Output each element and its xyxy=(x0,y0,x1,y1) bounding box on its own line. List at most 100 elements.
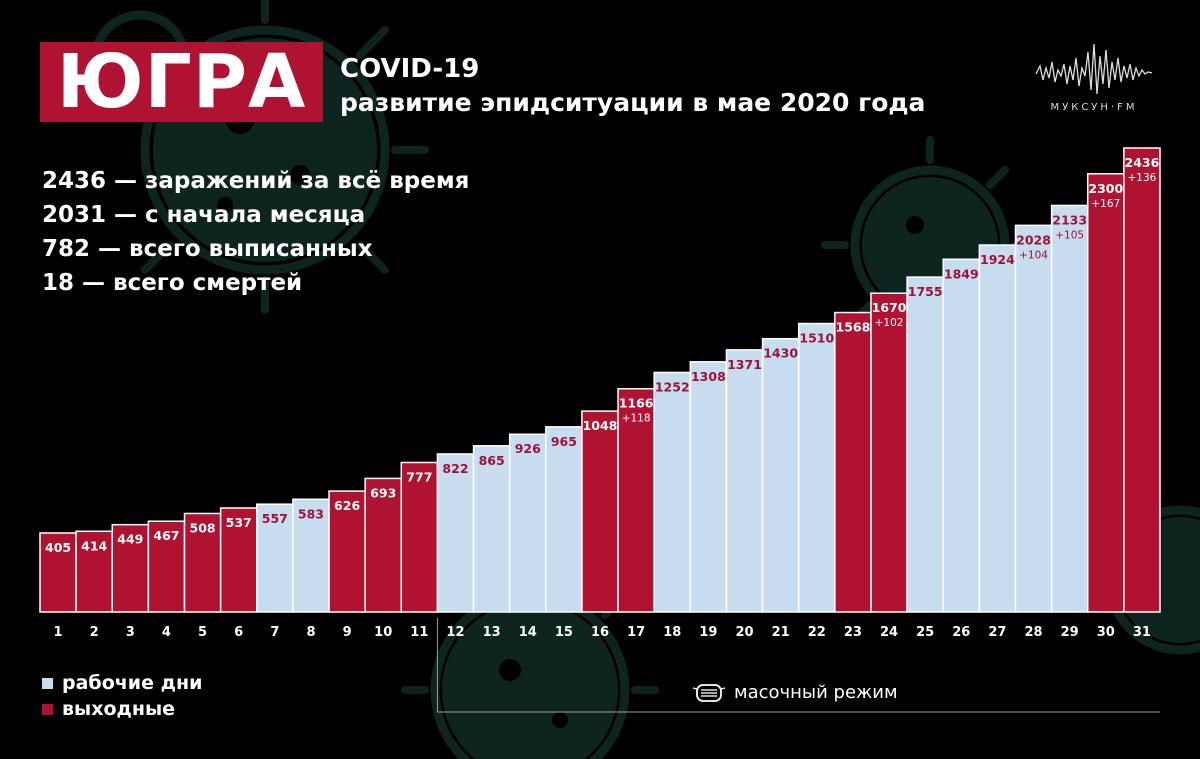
bar-day-15 xyxy=(545,426,583,613)
bar-value-label: 537 xyxy=(226,515,252,530)
x-tick-label: 24 xyxy=(880,625,898,640)
bar-day-31 xyxy=(1123,147,1161,613)
x-tick-label: 25 xyxy=(916,625,934,640)
stat-deaths: 18 — всего смертей xyxy=(42,270,303,296)
x-tick-label: 18 xyxy=(663,625,681,640)
x-tick-label: 13 xyxy=(483,625,501,640)
bar-value-label: 822 xyxy=(442,461,468,476)
x-tick-label: 26 xyxy=(952,625,970,640)
bar-value-label: 449 xyxy=(117,532,143,547)
bar-value-label: 1430 xyxy=(763,346,798,361)
x-tick-label: 17 xyxy=(627,625,645,640)
bar-value-label: 1252 xyxy=(655,379,690,394)
bar-day-22 xyxy=(797,322,836,613)
bar-value-label: 1308 xyxy=(691,369,726,384)
x-tick-label: 2 xyxy=(90,625,99,640)
stat-month: 2031 — с начала месяца xyxy=(42,202,366,228)
bar-day-7 xyxy=(256,503,294,613)
bar-day-21 xyxy=(761,337,800,613)
x-tick-label: 5 xyxy=(198,625,207,640)
x-tick-label: 7 xyxy=(270,625,279,640)
x-tick-label: 21 xyxy=(772,625,790,640)
x-tick-label: 28 xyxy=(1025,625,1043,640)
bar-value-label: 926 xyxy=(515,441,541,456)
bar-increment-label: +102 xyxy=(875,317,904,329)
bar-value-label: 2133 xyxy=(1052,212,1087,227)
x-tick-label: 23 xyxy=(844,625,862,640)
x-tick-label: 15 xyxy=(555,625,573,640)
bar-value-label: 1849 xyxy=(944,266,979,281)
bar-value-label: 777 xyxy=(406,469,432,484)
weekend-swatch xyxy=(42,704,53,715)
bar-day-10 xyxy=(364,477,403,613)
bar-value-label: 583 xyxy=(298,506,324,521)
x-tick-label: 27 xyxy=(988,625,1006,640)
bar-increment-label: +118 xyxy=(622,413,651,425)
bar-day-18 xyxy=(653,371,692,613)
bar-day-8 xyxy=(292,498,330,613)
radio-logo: МУКСУН·FM xyxy=(1034,40,1154,116)
bar-value-label: 2436 xyxy=(1125,155,1160,170)
bar-day-20 xyxy=(725,349,764,613)
bar-value-label: 1048 xyxy=(583,418,618,433)
region-tag: ЮГРА xyxy=(40,42,323,122)
stat-recovered: 782 — всего выписанных xyxy=(42,236,373,262)
bar-value-label: 2028 xyxy=(1016,232,1051,247)
bar-day-11 xyxy=(400,461,439,613)
waveform-icon xyxy=(1035,43,1153,95)
bar-value-label: 626 xyxy=(334,498,360,513)
x-tick-label: 22 xyxy=(808,625,826,640)
bar-value-label: 2300 xyxy=(1088,181,1123,196)
bar-day-28 xyxy=(1014,224,1053,613)
bar-value-label: 693 xyxy=(370,485,396,500)
x-tick-label: 16 xyxy=(591,625,609,640)
legend-weekends: выходные xyxy=(42,696,202,722)
bar-value-label: 405 xyxy=(45,540,71,555)
bar-day-17 xyxy=(617,387,655,613)
x-tick-label: 11 xyxy=(410,625,428,640)
bar-value-label: 1924 xyxy=(980,252,1015,267)
legend-weekends-label: выходные xyxy=(62,698,176,720)
bar-value-label: 557 xyxy=(262,511,288,526)
x-tick-label: 4 xyxy=(162,625,171,640)
x-tick-label: 3 xyxy=(126,625,135,640)
legend: рабочие дни выходные xyxy=(42,670,202,722)
x-tick-label: 19 xyxy=(699,625,717,640)
x-tick-label: 8 xyxy=(306,625,315,640)
x-tick-label: 14 xyxy=(519,625,537,640)
bar-value-label: 965 xyxy=(551,434,577,449)
chart-subtitle: развитие эпидситуации в мае 2020 года xyxy=(340,88,926,117)
bar-value-label: 1670 xyxy=(872,300,907,315)
bar-day-5 xyxy=(183,512,222,613)
bar-value-label: 865 xyxy=(479,453,505,468)
bar-increment-label: +104 xyxy=(1019,249,1048,261)
bar-day-4 xyxy=(147,520,186,613)
bar-value-label: 467 xyxy=(153,528,179,543)
face-mask-icon xyxy=(692,684,726,702)
bar-value-label: 1755 xyxy=(908,284,943,299)
bar-day-23 xyxy=(834,311,872,613)
bar-day-27 xyxy=(978,244,1017,613)
workday-swatch xyxy=(42,678,53,689)
x-tick-label: 30 xyxy=(1097,625,1115,640)
logo-text: МУКСУН·FM xyxy=(1050,102,1138,113)
bar-value-label: 1568 xyxy=(836,320,871,335)
bar-value-label: 508 xyxy=(190,520,216,535)
legend-workdays-label: рабочие дни xyxy=(62,672,203,694)
chart-title: COVID-19 xyxy=(340,54,480,84)
bar-day-19 xyxy=(689,361,728,613)
x-tick-label: 29 xyxy=(1061,625,1079,640)
stats-block: 2436 — заражений за всё время 2031 — с н… xyxy=(42,164,469,300)
bar-day-24 xyxy=(870,292,908,613)
bar-increment-label: +167 xyxy=(1091,198,1120,210)
bar-increment-label: +105 xyxy=(1055,229,1084,241)
bar-value-label: 1371 xyxy=(727,357,762,372)
stat-total: 2436 — заражений за всё время xyxy=(42,168,470,194)
bar-day-12 xyxy=(436,453,475,613)
legend-workdays: рабочие дни xyxy=(42,670,202,696)
x-tick-label: 12 xyxy=(446,625,464,640)
bar-day-29 xyxy=(1050,204,1089,613)
x-tick-label: 6 xyxy=(234,625,243,640)
bar-value-label: 1510 xyxy=(799,331,834,346)
